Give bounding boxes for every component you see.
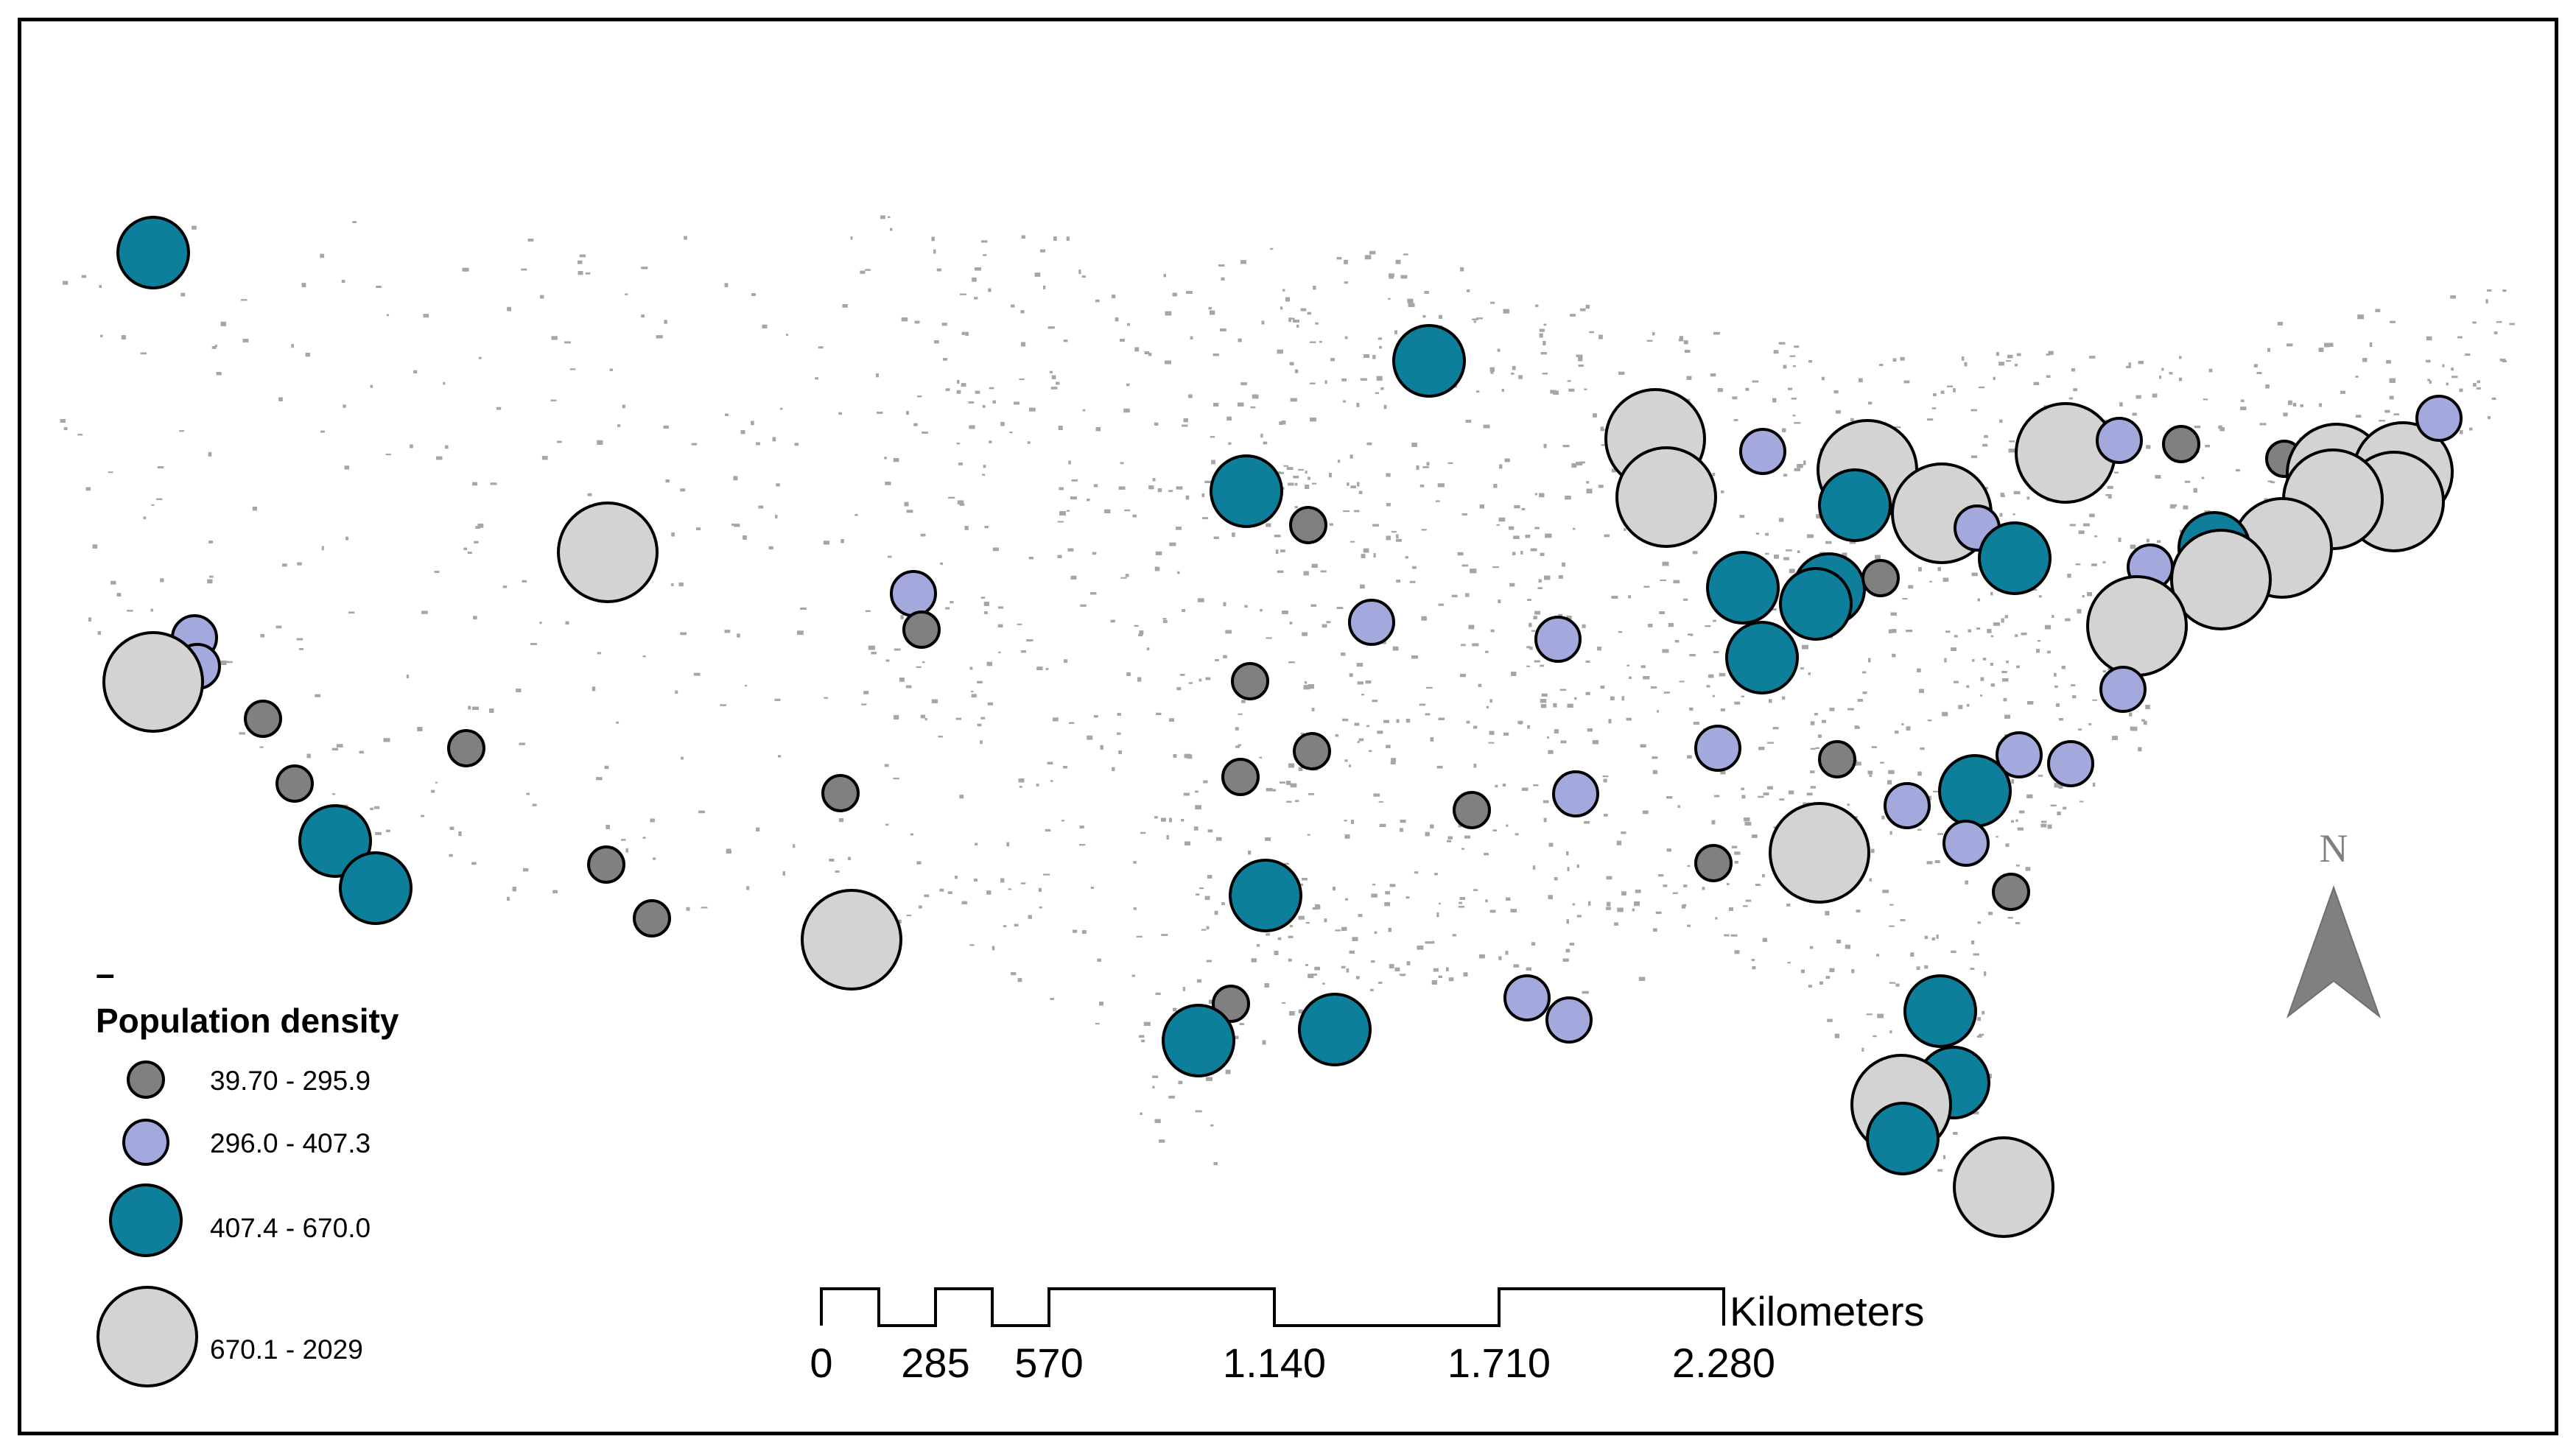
legend: – Population density 39.70 - 295.9 296.0… (96, 954, 399, 1387)
legend-label-class-3: 407.4 - 670.0 (210, 1213, 371, 1243)
city-marker-class-1 (1861, 559, 1900, 597)
city-marker-class-2 (2047, 740, 2094, 787)
city-marker-class-3 (1725, 621, 1799, 694)
city-marker-class-3 (1818, 468, 1892, 542)
north-arrow-label: N (2320, 826, 2348, 870)
city-marker-class-3 (1298, 993, 1372, 1066)
city-marker-class-3 (1866, 1102, 1940, 1175)
city-marker-class-3 (116, 216, 190, 289)
city-markers (102, 216, 2463, 1238)
city-marker-class-3 (1162, 1004, 1235, 1077)
city-marker-class-4 (102, 631, 204, 733)
legend-symbol-class-2 (122, 1119, 169, 1166)
city-marker-class-2 (2415, 395, 2463, 442)
city-marker-class-1 (1453, 791, 1491, 829)
city-marker-class-1 (276, 764, 314, 803)
city-marker-class-2 (1694, 725, 1741, 772)
city-marker-class-1 (1289, 506, 1327, 544)
legend-title: Population density (96, 1002, 399, 1040)
scale-tick-570: 570 (1014, 1340, 1083, 1386)
city-marker-class-4 (557, 502, 659, 603)
city-marker-class-2 (1503, 974, 1551, 1021)
city-marker-class-3 (1210, 454, 1283, 528)
city-marker-class-2 (1739, 428, 1786, 475)
legend-label-class-2: 296.0 - 407.3 (210, 1128, 371, 1158)
city-marker-class-1 (244, 700, 282, 738)
scale-tick-1140: 1.140 (1223, 1340, 1326, 1386)
city-marker-class-1 (1293, 732, 1331, 770)
scale-unit-label: Kilometers (1730, 1288, 1925, 1334)
city-marker-class-1 (1694, 844, 1733, 882)
city-marker-class-3 (1978, 521, 2052, 595)
city-marker-class-3 (1392, 324, 1466, 398)
city-marker-class-2 (1348, 599, 1395, 646)
north-arrow: N (2286, 826, 2382, 1018)
city-marker-class-3 (1938, 754, 2012, 828)
city-marker-class-4 (2170, 529, 2272, 630)
city-marker-class-4 (801, 889, 902, 991)
city-marker-class-3 (1903, 974, 1977, 1048)
scale-tick-1710: 1.710 (1447, 1340, 1551, 1386)
city-marker-class-4 (1953, 1136, 2054, 1238)
city-marker-class-2 (1996, 731, 2043, 778)
legend-label-class-1: 39.70 - 295.9 (210, 1066, 371, 1096)
scale-tick-2280: 2.280 (1672, 1340, 1775, 1386)
city-marker-class-2 (1552, 770, 1599, 817)
city-marker-class-2 (1545, 996, 1593, 1044)
city-marker-class-2 (890, 570, 937, 617)
city-marker-class-1 (902, 611, 941, 649)
city-marker-class-3 (1229, 859, 1302, 932)
city-marker-class-1 (1221, 758, 1260, 796)
legend-symbol-class-3 (109, 1183, 183, 1257)
city-marker-class-2 (2099, 666, 2147, 713)
north-arrow-icon (2286, 885, 2382, 1018)
city-marker-class-1 (633, 899, 671, 937)
city-marker-class-4 (1769, 802, 1870, 904)
legend-dash: – (96, 954, 115, 993)
scale-tick-285: 285 (901, 1340, 969, 1386)
city-marker-class-1 (1818, 740, 1856, 778)
city-marker-class-2 (2096, 417, 2143, 464)
city-marker-class-3 (339, 851, 413, 925)
legend-label-class-4: 670.1 - 2029 (210, 1334, 363, 1365)
city-marker-class-1 (1231, 662, 1269, 700)
scale-bar-line (820, 1287, 1725, 1327)
city-marker-class-2 (1534, 616, 1582, 663)
city-marker-class-1 (447, 729, 485, 767)
city-marker-class-2 (1884, 782, 1931, 829)
city-marker-class-2 (1942, 820, 1990, 867)
city-marker-class-4 (2086, 575, 2188, 677)
city-marker-class-4 (1615, 446, 1717, 548)
city-marker-class-3 (1779, 567, 1853, 641)
map-frame (18, 18, 2558, 1435)
background-settlement-dots (60, 215, 2515, 1231)
city-marker-class-1 (821, 774, 860, 812)
city-marker-class-1 (587, 845, 625, 884)
city-marker-class-3 (1706, 551, 1780, 625)
legend-symbol-class-4 (96, 1286, 198, 1387)
city-marker-class-1 (2162, 425, 2200, 463)
scale-bar: Kilometers 0 285 570 1.140 1.710 2.280 (810, 1287, 1925, 1386)
city-marker-class-1 (1992, 873, 2030, 911)
scale-tick-0: 0 (810, 1340, 832, 1386)
legend-symbol-class-1 (127, 1060, 165, 1099)
city-marker-class-3 (298, 804, 372, 878)
